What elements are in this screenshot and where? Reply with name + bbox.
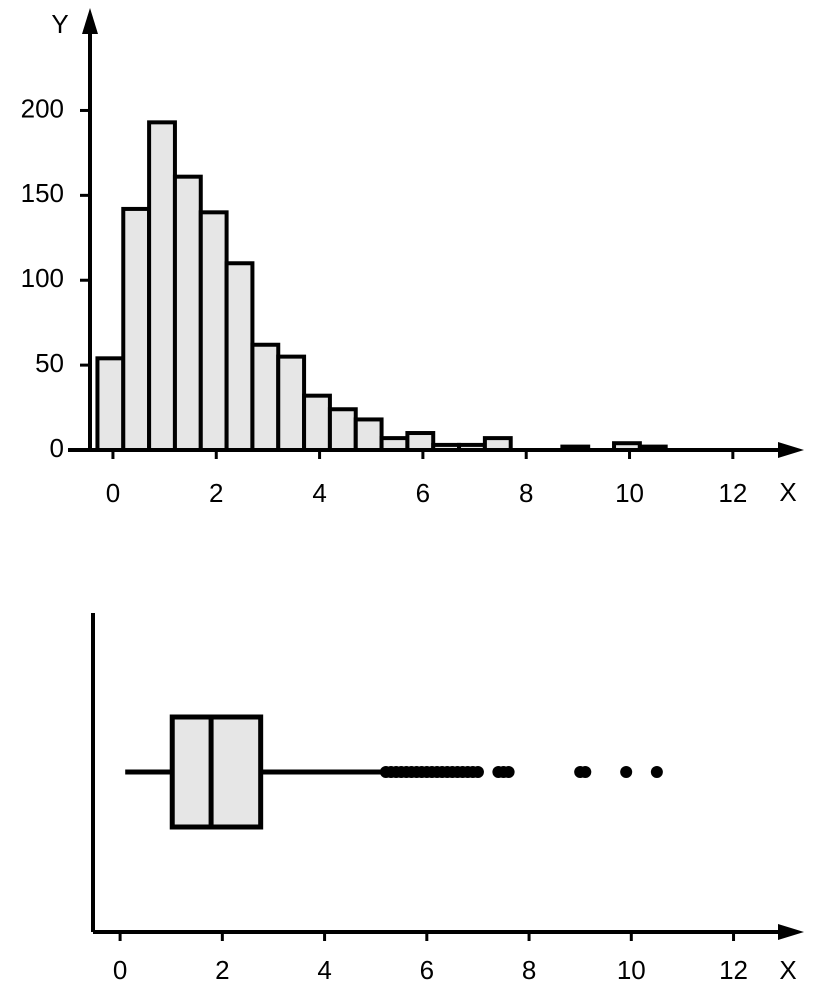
bar [121,206,152,452]
y-tick-label: 150 [21,178,64,208]
bar [637,444,668,452]
flier [471,766,484,778]
x-tick-label: 2 [215,955,229,985]
flier [650,766,663,778]
x-tick-label: 2 [209,478,223,508]
bar [147,120,177,452]
x-axis-arrow [778,442,804,458]
x-axis-arrow [778,924,804,940]
x-tick-label: 6 [420,955,434,985]
box [169,714,264,830]
y-axis-label: Y [51,9,68,39]
y-tick-label: 0 [50,433,64,463]
bar [431,442,462,453]
bar [95,356,126,453]
bar [224,261,255,453]
bar [560,444,591,452]
y-tick-label: 100 [21,263,64,293]
x-tick-label: 12 [719,955,748,985]
x-axis-label: X [779,955,796,985]
x-tick-label: 4 [317,955,331,985]
x-tick-label: 0 [113,955,127,985]
x-tick-label: 6 [416,478,430,508]
x-tick-label: 8 [519,478,533,508]
bar [172,174,203,453]
bar [198,210,229,452]
x-tick-label: 10 [615,478,644,508]
bar [276,354,307,452]
bar [457,442,487,453]
y-tick-label: 50 [35,348,64,378]
x-tick-label: 4 [312,478,326,508]
y-axis-arrow [82,8,98,34]
y-tick-label: 200 [21,93,64,123]
bar [612,441,642,452]
x-tick-label: 12 [718,478,747,508]
bar [353,417,384,453]
x-tick-label: 0 [106,478,120,508]
bar [327,407,358,453]
flier [620,766,633,778]
x-axis-label: X [779,477,796,507]
flier [502,766,515,778]
bar [379,436,410,452]
x-tick-label: 10 [617,955,646,985]
bar [482,436,513,452]
flier [579,766,592,778]
x-tick-label: 8 [522,955,536,985]
bar [405,431,436,452]
bar [250,342,281,452]
bar [302,393,332,452]
